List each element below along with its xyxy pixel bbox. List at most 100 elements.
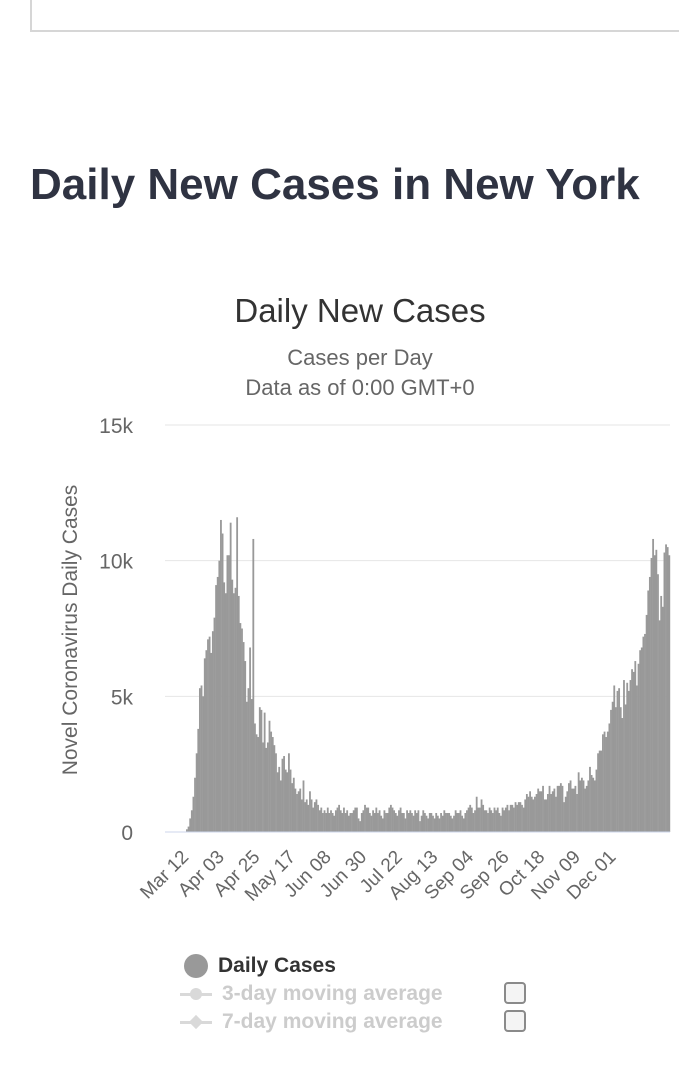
daily-cases-bar bbox=[553, 788, 556, 832]
daily-cases-bar bbox=[192, 796, 195, 832]
top-container-box bbox=[30, 0, 679, 32]
daily-cases-bar bbox=[349, 813, 352, 832]
daily-cases-bar bbox=[640, 647, 643, 832]
daily-cases-bar bbox=[666, 547, 669, 832]
daily-cases-bar bbox=[334, 810, 337, 832]
chart-legend: Daily Cases 3-day moving average 7-day m… bbox=[180, 952, 560, 1036]
y-tick-label: 0 bbox=[121, 822, 133, 845]
daily-cases-bar bbox=[344, 813, 347, 832]
daily-cases-bar bbox=[309, 791, 311, 832]
daily-cases-bar bbox=[357, 818, 360, 832]
daily-cases-bar bbox=[449, 815, 452, 832]
daily-cases-bar bbox=[582, 780, 585, 832]
daily-cases-bar bbox=[668, 555, 671, 832]
daily-cases-bar bbox=[561, 785, 564, 832]
daily-cases-bar bbox=[647, 590, 650, 832]
daily-cases-bar bbox=[226, 555, 229, 832]
daily-cases-bar bbox=[608, 723, 611, 832]
daily-cases-bar bbox=[655, 549, 658, 832]
y-axis-label: Novel Coronavirus Daily Cases bbox=[59, 485, 82, 776]
daily-cases-bar bbox=[519, 802, 522, 832]
daily-cases-bar bbox=[367, 807, 370, 832]
daily-cases-bar bbox=[436, 815, 439, 832]
daily-cases-bar bbox=[333, 815, 336, 832]
daily-cases-bar bbox=[493, 807, 496, 832]
daily-cases-bar bbox=[273, 745, 276, 832]
daily-cases-bar bbox=[402, 813, 405, 832]
chart-title: Daily New Cases bbox=[234, 292, 486, 329]
daily-cases-bar bbox=[375, 807, 378, 832]
daily-cases-bar bbox=[657, 574, 659, 832]
toggle-7-day-checkbox[interactable] bbox=[504, 1010, 526, 1032]
daily-cases-bar bbox=[432, 815, 434, 832]
daily-cases-bar bbox=[378, 810, 381, 832]
daily-cases-bar bbox=[538, 791, 541, 832]
daily-cases-bar bbox=[632, 671, 635, 832]
daily-cases-bar bbox=[576, 794, 578, 832]
daily-cases-bar bbox=[190, 810, 193, 832]
daily-cases-bar bbox=[347, 815, 350, 832]
daily-cases-bar bbox=[441, 815, 444, 832]
daily-cases-bar bbox=[658, 620, 661, 832]
daily-cases-bar bbox=[508, 810, 510, 832]
legend-item-3-day-average[interactable]: 3-day moving average bbox=[180, 980, 560, 1008]
legend-label: Daily Cases bbox=[218, 954, 336, 977]
daily-cases-bar bbox=[216, 576, 219, 832]
daily-cases-bar bbox=[257, 737, 260, 832]
daily-cases-bar bbox=[414, 810, 417, 832]
daily-cases-bar bbox=[563, 802, 565, 832]
legend-label: 3-day moving average bbox=[222, 982, 443, 1005]
daily-cases-bar bbox=[580, 777, 583, 832]
legend-label: 7-day moving average bbox=[222, 1010, 443, 1033]
daily-cases-bar bbox=[341, 813, 344, 832]
daily-cases-bar bbox=[322, 813, 324, 832]
daily-cases-bar bbox=[600, 750, 603, 832]
daily-cases-bar bbox=[202, 696, 205, 832]
daily-cases-bar bbox=[271, 737, 274, 832]
daily-cases-bar bbox=[475, 796, 478, 832]
daily-cases-bar bbox=[542, 785, 544, 832]
legend-item-daily-cases[interactable]: Daily Cases bbox=[180, 952, 560, 980]
daily-cases-bar bbox=[275, 753, 277, 832]
daily-cases-bar bbox=[236, 517, 239, 832]
daily-cases-bar bbox=[660, 595, 663, 832]
daily-cases-bar bbox=[556, 785, 559, 832]
daily-cases-bar bbox=[551, 791, 554, 832]
daily-cases-bar bbox=[461, 815, 464, 832]
toggle-3-day-checkbox[interactable] bbox=[504, 982, 526, 1004]
daily-cases-bar bbox=[593, 780, 596, 832]
daily-cases-bar bbox=[186, 829, 188, 832]
daily-cases-bar bbox=[396, 815, 399, 832]
daily-cases-bar bbox=[482, 804, 485, 832]
daily-cases-bar bbox=[288, 753, 290, 832]
daily-cases-bar bbox=[262, 742, 264, 832]
daily-cases-bar bbox=[407, 813, 410, 832]
legend-item-7-day-average[interactable]: 7-day moving average bbox=[180, 1008, 560, 1036]
daily-cases-bar bbox=[661, 606, 664, 832]
daily-cases-bar bbox=[351, 813, 353, 832]
daily-cases-bar bbox=[320, 807, 323, 832]
daily-cases-bar bbox=[313, 802, 316, 832]
daily-cases-bar bbox=[388, 807, 391, 832]
daily-cases-bar bbox=[665, 544, 667, 832]
daily-cases-bar bbox=[546, 794, 549, 832]
daily-cases-bar bbox=[296, 794, 298, 832]
daily-cases-bar bbox=[244, 661, 247, 832]
daily-cases-bar bbox=[330, 810, 332, 832]
page-title: Daily New Cases in New York bbox=[30, 160, 640, 209]
daily-cases-bar bbox=[558, 785, 561, 832]
daily-cases-bar bbox=[383, 810, 386, 832]
daily-cases-bar bbox=[283, 756, 285, 832]
daily-cases-bar bbox=[653, 555, 656, 832]
daily-cases-bar bbox=[318, 810, 321, 832]
daily-cases-bar bbox=[639, 650, 642, 832]
daily-cases-bar bbox=[210, 652, 213, 832]
daily-cases-bar bbox=[540, 791, 543, 832]
daily-cases-bar bbox=[245, 701, 248, 832]
daily-cases-bar bbox=[648, 576, 651, 832]
daily-cases-bar bbox=[613, 685, 616, 832]
line-circle-marker-icon bbox=[180, 982, 212, 1006]
daily-cases-bar bbox=[445, 813, 447, 832]
chart-subtitle-line-2: Data as of 0:00 GMT+0 bbox=[245, 375, 475, 400]
